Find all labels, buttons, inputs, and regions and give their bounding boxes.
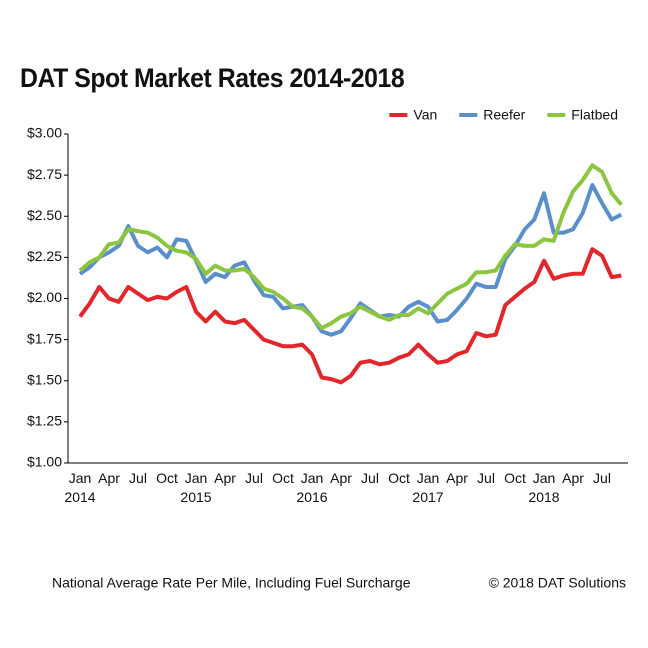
x-tick-label: Oct	[388, 470, 410, 486]
x-tick-label: Oct	[156, 470, 178, 486]
y-tick-label: $2.00	[27, 289, 62, 305]
series-line	[78, 247, 622, 385]
legend: Van Reefer Flatbed	[389, 107, 618, 123]
x-tick-label: Oct	[272, 470, 294, 486]
chart-title: DAT Spot Market Rates 2014-2018	[20, 64, 404, 93]
x-tick-label: Jan 2016	[296, 470, 328, 505]
x-tick-label: Jul	[361, 470, 379, 486]
x-tick-label: Apr	[214, 470, 236, 486]
x-tick-label: Jul	[245, 470, 263, 486]
y-tick-label: $1.50	[27, 371, 62, 387]
y-tick-label: $1.25	[27, 413, 62, 429]
y-tick-label: $1.75	[27, 330, 62, 346]
series-line	[78, 183, 623, 337]
y-tick-label: $2.75	[27, 166, 62, 182]
x-tick-label: Apr	[446, 470, 468, 486]
x-tick-label: Jan 2014	[64, 470, 96, 505]
legend-label: Reefer	[483, 107, 525, 123]
x-tick-label: Oct	[504, 470, 526, 486]
x-tick-label: Apr	[98, 470, 120, 486]
y-tick-label: $1.00	[27, 454, 62, 470]
y-tick-label: $2.25	[27, 248, 62, 264]
x-tick-label: Jan 2017	[412, 470, 444, 505]
x-tick-label: Apr	[562, 470, 584, 486]
legend-label: Van	[413, 107, 437, 123]
x-tick-label: Jan 2015	[180, 470, 212, 505]
legend-label: Flatbed	[571, 107, 618, 123]
series-line	[78, 163, 623, 331]
source: © 2018 DAT Solutions	[489, 575, 626, 591]
x-tick-label: Jan 2018	[528, 470, 560, 505]
y-tick-label: $2.50	[27, 207, 62, 223]
x-tick-label: Jul	[593, 470, 611, 486]
y-tick-label: $3.00	[27, 125, 62, 141]
x-tick-label: Jul	[129, 470, 147, 486]
x-tick-label: Jul	[477, 470, 495, 486]
x-tick-label: Apr	[330, 470, 352, 486]
footnote: National Average Rate Per Mile, Includin…	[52, 575, 411, 591]
